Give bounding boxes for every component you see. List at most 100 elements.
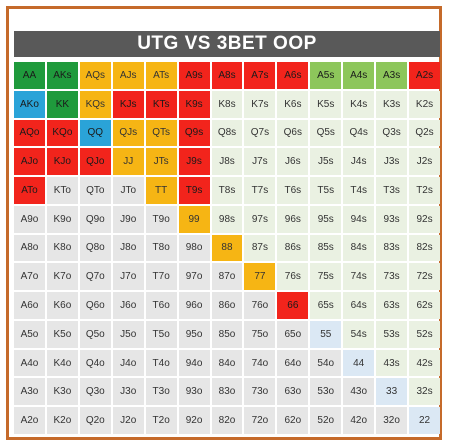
hand-cell: JTs (145, 148, 177, 176)
hand-cell: Q3o (79, 378, 111, 406)
hand-cell: KTo (46, 177, 78, 204)
hand-cell: T6o (145, 292, 177, 319)
hand-cell: 86s (277, 234, 309, 262)
hand-cell: K5o (46, 320, 78, 348)
hand-cell: 84o (211, 349, 243, 377)
hand-cell: 88 (211, 234, 243, 262)
hand-cell: A5o (14, 320, 45, 348)
hand-cell: A2s (409, 62, 440, 89)
hand-cell: 86o (211, 292, 243, 319)
hand-cell: K8o (46, 234, 78, 262)
hand-cell: T4o (145, 349, 177, 377)
hand-cell: T7s (244, 177, 276, 204)
hand-cell: 62s (409, 292, 440, 319)
hand-cell: Q9o (79, 205, 111, 233)
hand-cell: 22 (409, 407, 440, 434)
hand-cell: T4s (343, 177, 375, 204)
hand-cell: QQ (79, 119, 111, 147)
hand-cell: A5s (310, 62, 342, 89)
hand-cell: AJo (14, 148, 45, 176)
hand-cell: Q7s (244, 119, 276, 147)
hand-cell: K2s (409, 90, 440, 118)
hand-cell: QJs (112, 119, 144, 147)
hand-cell: 62o (277, 407, 309, 434)
hand-cell: 96s (277, 205, 309, 233)
hand-cell: 44 (343, 349, 375, 377)
hand-cell: A6s (277, 62, 309, 89)
hand-cell: J3s (376, 148, 408, 176)
hand-cell: T7o (145, 263, 177, 291)
hand-cell: 73s (376, 263, 408, 291)
hand-cell: KK (46, 90, 78, 118)
hand-cell: 65s (310, 292, 342, 319)
hand-cell: ATo (14, 177, 45, 204)
hand-cell: K6s (277, 90, 309, 118)
hand-cell: J8o (112, 234, 144, 262)
hand-cell: 92o (178, 407, 210, 434)
hand-cell: JTo (112, 177, 144, 204)
hand-cell: 99 (178, 205, 210, 233)
hand-cell: TT (145, 177, 177, 204)
hand-cell: JJ (112, 148, 144, 176)
hand-cell: K5s (310, 90, 342, 118)
hand-cell: 82s (409, 234, 440, 262)
hand-cell: KJo (46, 148, 78, 176)
hand-cell: 72s (409, 263, 440, 291)
hand-cell: 43o (343, 378, 375, 406)
hand-cell: J7s (244, 148, 276, 176)
hand-cell: 52o (310, 407, 342, 434)
hand-cell: 98s (211, 205, 243, 233)
hand-cell: 74s (343, 263, 375, 291)
hand-cell: J4o (112, 349, 144, 377)
hand-cell: 84s (343, 234, 375, 262)
hand-cell: 77 (244, 263, 276, 291)
hand-cell: J6o (112, 292, 144, 319)
hand-cell: 42s (409, 349, 440, 377)
hand-cell: 96o (178, 292, 210, 319)
hand-cell: K3o (46, 378, 78, 406)
hand-cell: AQs (79, 62, 111, 89)
hand-cell: 98o (178, 234, 210, 262)
hand-cell: K2o (46, 407, 78, 434)
hand-cell: AKo (14, 90, 45, 118)
hand-cell: T9s (178, 177, 210, 204)
hand-cell: J8s (211, 148, 243, 176)
hand-cell: 54o (310, 349, 342, 377)
hand-cell: A6o (14, 292, 45, 319)
hand-cell: 87s (244, 234, 276, 262)
hand-cell: T2s (409, 177, 440, 204)
hand-cell: Q7o (79, 263, 111, 291)
hand-cell: 83s (376, 234, 408, 262)
hand-cell: 95o (178, 320, 210, 348)
hand-cell: 94s (343, 205, 375, 233)
hand-cell: T6s (277, 177, 309, 204)
hand-cell: AA (14, 62, 45, 89)
hand-cell: Q9s (178, 119, 210, 147)
hand-cell: 43s (376, 349, 408, 377)
hand-cell: Q4s (343, 119, 375, 147)
hand-cell: 53o (310, 378, 342, 406)
hand-cell: J9s (178, 148, 210, 176)
hand-cell: 52s (409, 320, 440, 348)
hand-cell: A8s (211, 62, 243, 89)
hand-cell: K4o (46, 349, 78, 377)
hand-cell: Q4o (79, 349, 111, 377)
hand-cell: 54s (343, 320, 375, 348)
hand-cell: K6o (46, 292, 78, 319)
hand-cell: Q8s (211, 119, 243, 147)
hand-cell: J2s (409, 148, 440, 176)
chart-title: UTG VS 3BET OOP (14, 31, 440, 57)
hand-cell: A3o (14, 378, 45, 406)
hand-cell: J5s (310, 148, 342, 176)
hand-cell: Q3s (376, 119, 408, 147)
hand-cell: T9o (145, 205, 177, 233)
hand-cell: A7s (244, 62, 276, 89)
hand-cell: KJs (112, 90, 144, 118)
hand-cell: K3s (376, 90, 408, 118)
hand-cell: 73o (244, 378, 276, 406)
hand-cell: J7o (112, 263, 144, 291)
hand-cell: T5o (145, 320, 177, 348)
hand-cell: T5s (310, 177, 342, 204)
hand-cell: Q8o (79, 234, 111, 262)
hand-cell: KTs (145, 90, 177, 118)
